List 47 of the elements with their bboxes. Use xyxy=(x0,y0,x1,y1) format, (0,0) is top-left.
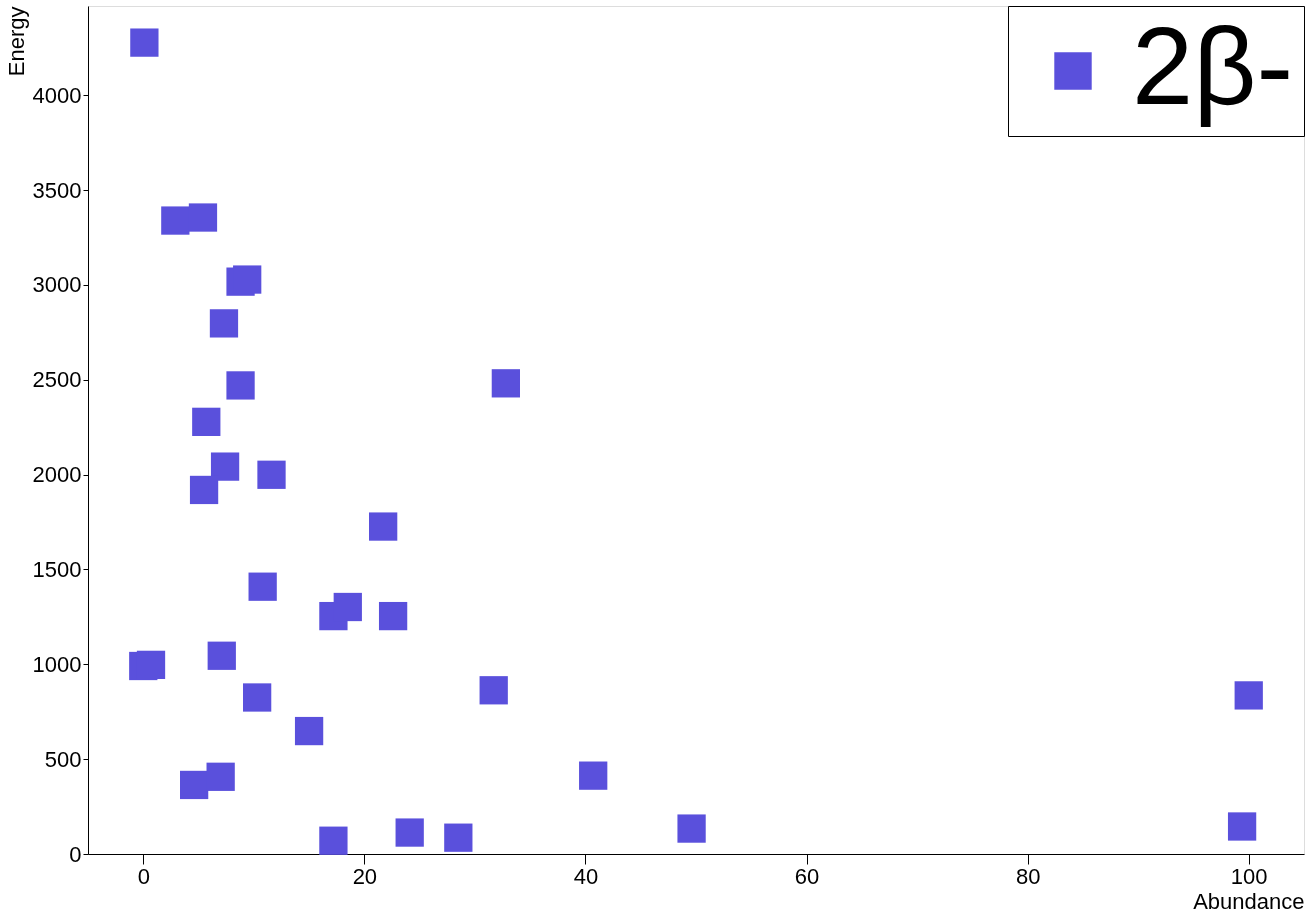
y-tick-label: 3500 xyxy=(32,177,82,203)
x-tick-label: 0 xyxy=(137,863,150,889)
y-tick-label: 0 xyxy=(69,841,82,867)
point xyxy=(378,601,408,631)
y-tick-label: 3000 xyxy=(32,272,82,298)
y-axis-title: Energy xyxy=(3,6,29,77)
x-tick-label: 80 xyxy=(1015,863,1041,889)
point xyxy=(479,676,508,705)
point xyxy=(257,460,286,489)
point xyxy=(189,475,219,505)
point xyxy=(1227,812,1257,841)
x-axis-title: Abundance xyxy=(1193,888,1305,914)
point xyxy=(369,512,398,541)
y-tick-label: 4000 xyxy=(32,82,82,108)
point xyxy=(319,826,348,855)
y-tick-label: 2500 xyxy=(32,367,82,393)
point xyxy=(233,265,262,294)
x-tick-label: 100 xyxy=(1230,863,1268,889)
point xyxy=(444,823,473,852)
y-tick-label: 2000 xyxy=(32,462,82,488)
point xyxy=(242,683,272,712)
point xyxy=(209,309,239,338)
point xyxy=(192,407,221,436)
y-tick-label: 1000 xyxy=(32,651,82,677)
point xyxy=(206,762,235,791)
point xyxy=(294,716,324,746)
point xyxy=(491,369,520,398)
point xyxy=(136,650,166,679)
y-tick-label: 1500 xyxy=(32,556,82,582)
x-tick-label: 40 xyxy=(573,863,599,889)
point xyxy=(207,641,236,670)
point xyxy=(395,818,424,847)
point xyxy=(677,814,706,843)
point xyxy=(1234,681,1263,710)
y-tick-label: 500 xyxy=(44,746,82,772)
point xyxy=(161,206,190,235)
point xyxy=(248,572,277,601)
point xyxy=(579,761,608,790)
point xyxy=(210,452,240,481)
legend-label: 2β- xyxy=(1132,4,1294,127)
x-tick-label: 20 xyxy=(352,863,378,889)
x-tick-label: 60 xyxy=(794,863,820,889)
point xyxy=(179,770,209,800)
point xyxy=(188,203,218,232)
point xyxy=(130,28,159,57)
point xyxy=(226,371,255,400)
point xyxy=(333,592,362,622)
